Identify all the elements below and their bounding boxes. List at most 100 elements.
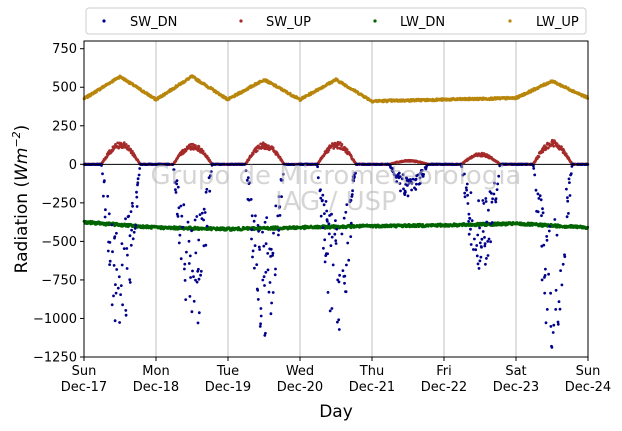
point-sw-dn	[187, 262, 191, 265]
point-sw-up	[251, 152, 255, 156]
point-sw-dn	[346, 241, 350, 245]
point-sw-dn	[469, 191, 473, 195]
point-sw-dn	[183, 267, 186, 271]
point-sw-dn	[478, 226, 481, 230]
point-sw-dn	[265, 216, 269, 220]
point-sw-dn	[326, 252, 329, 256]
point-sw-dn	[175, 182, 179, 186]
point-sw-dn	[478, 241, 482, 245]
point-sw-up	[194, 144, 197, 148]
point-sw-up	[197, 145, 201, 149]
point-sw-dn	[115, 268, 119, 271]
point-sw-dn	[330, 307, 334, 310]
point-sw-dn	[128, 278, 132, 281]
point-sw-dn	[199, 269, 203, 273]
legend-label-sw-up: SW_UP	[266, 15, 311, 30]
point-sw-dn	[560, 283, 564, 287]
point-sw-dn	[208, 189, 212, 193]
point-sw-dn	[543, 291, 547, 295]
point-sw-dn	[319, 196, 323, 200]
point-sw-dn	[132, 230, 136, 234]
point-sw-dn	[118, 321, 121, 324]
point-sw-dn	[540, 214, 543, 218]
point-sw-dn	[136, 183, 139, 187]
point-sw-dn	[340, 232, 344, 236]
point-sw-dn	[261, 278, 265, 282]
y-tick-label: 250	[52, 119, 77, 134]
point-sw-dn	[253, 244, 257, 248]
point-sw-dn	[137, 173, 141, 177]
point-sw-up	[124, 143, 128, 146]
point-sw-dn	[540, 278, 544, 282]
point-sw-dn	[398, 175, 402, 179]
point-sw-dn	[403, 193, 407, 197]
point-sw-dn	[484, 197, 488, 200]
point-sw-dn	[202, 218, 206, 222]
point-sw-dn	[108, 263, 111, 266]
point-sw-dn	[176, 215, 180, 218]
point-sw-dn	[251, 249, 255, 253]
y-tick-label: −500	[41, 235, 77, 250]
point-sw-dn	[207, 176, 211, 180]
point-sw-dn	[554, 308, 558, 311]
point-sw-dn	[407, 181, 411, 185]
point-sw-dn	[566, 196, 569, 200]
point-sw-dn	[561, 262, 565, 266]
point-sw-up	[129, 147, 133, 151]
point-sw-dn	[319, 188, 322, 192]
point-sw-dn	[325, 219, 329, 223]
point-sw-dn	[316, 176, 320, 180]
x-tick-label-day: Fri	[436, 364, 452, 379]
point-sw-dn	[345, 263, 348, 267]
point-sw-dn	[337, 318, 341, 322]
point-sw-dn	[128, 234, 132, 238]
point-sw-dn	[352, 179, 355, 183]
point-sw-dn	[204, 243, 208, 247]
point-sw-dn	[463, 191, 467, 195]
point-sw-dn	[191, 269, 194, 273]
point-sw-dn	[557, 300, 561, 303]
point-sw-dn	[103, 215, 107, 219]
point-sw-dn	[280, 195, 283, 199]
point-sw-dn	[344, 210, 348, 214]
point-sw-dn	[175, 212, 179, 216]
point-sw-dn	[547, 229, 551, 233]
watermark-line-2: IAG / USP	[275, 187, 397, 217]
point-sw-dn	[343, 274, 347, 278]
point-sw-dn	[476, 233, 480, 237]
point-sw-dn	[316, 165, 319, 169]
x-tick-label-day: Sun	[72, 364, 97, 379]
point-sw-dn	[197, 277, 201, 281]
point-sw-up	[271, 146, 275, 150]
point-sw-dn	[335, 227, 339, 231]
y-tick-label: 750	[52, 42, 77, 57]
point-sw-dn	[391, 167, 395, 170]
point-lw-dn	[555, 225, 559, 229]
point-sw-dn	[543, 274, 547, 277]
point-sw-dn	[336, 278, 340, 282]
point-sw-dn	[489, 191, 493, 195]
point-sw-dn	[410, 181, 414, 185]
point-sw-dn	[209, 170, 213, 174]
point-sw-dn	[110, 223, 114, 227]
point-sw-dn	[541, 207, 544, 211]
point-sw-dn	[343, 281, 346, 285]
point-sw-dn	[111, 250, 114, 254]
point-sw-dn	[468, 217, 472, 220]
point-sw-dn	[200, 211, 204, 215]
point-sw-dn	[338, 273, 341, 277]
point-sw-dn	[172, 168, 176, 172]
point-sw-dn	[551, 331, 555, 334]
x-tick-label-day: Thu	[359, 364, 384, 379]
point-sw-dn	[566, 199, 570, 203]
point-sw-dn	[183, 262, 187, 266]
point-sw-dn	[102, 194, 105, 198]
point-sw-dn	[418, 176, 422, 180]
point-sw-dn	[195, 280, 199, 284]
point-sw-dn	[558, 307, 562, 311]
point-sw-dn	[410, 188, 413, 192]
point-sw-dn	[272, 231, 275, 235]
point-sw-dn	[130, 228, 134, 232]
point-sw-dn	[466, 193, 469, 197]
point-sw-dn	[545, 308, 549, 311]
